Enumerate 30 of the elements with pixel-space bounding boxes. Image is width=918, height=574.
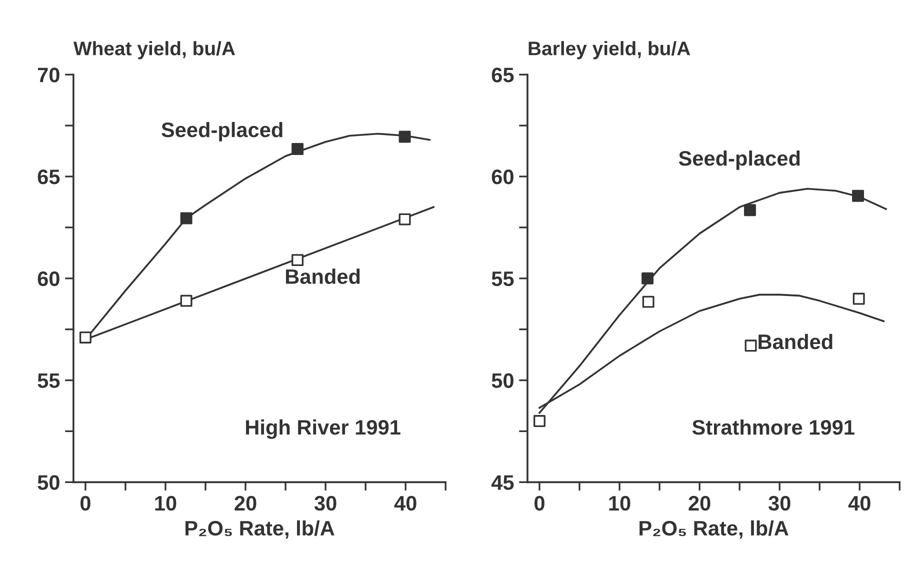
- x-tick-label: 20: [688, 496, 710, 511]
- x-tick-label: 0: [80, 496, 90, 511]
- x-tick-label: 10: [155, 496, 176, 511]
- series-label: Seed-placed: [162, 122, 282, 142]
- x-tick-label: 0: [534, 496, 544, 511]
- y-tick-label: 65: [492, 68, 514, 82]
- y-tick-label: 60: [38, 271, 60, 286]
- x-tick-label: 40: [394, 496, 416, 511]
- text: Seed-placed: [678, 150, 800, 170]
- x-tick-label: 30: [768, 496, 790, 511]
- series-label: Banded: [286, 268, 360, 284]
- y-tick-label: 55: [38, 373, 60, 388]
- x-tick-label: 40: [848, 496, 870, 511]
- y-tick-label: 55: [492, 272, 514, 286]
- x-tick-label: 30: [314, 496, 336, 511]
- y-tick-label: 50: [38, 475, 60, 490]
- y-tick-label: 50: [492, 373, 514, 388]
- y-tick-label: 70: [38, 68, 60, 82]
- chart-title: Wheat yield, bu/A: [73, 41, 235, 60]
- series-label: Banded: [758, 334, 832, 350]
- y-tick-label: 60: [492, 170, 514, 184]
- x-tick-label: 20: [234, 496, 256, 511]
- annotation: Strathmore 1991: [692, 419, 854, 435]
- x-axis-title: P₂O₅ Rate, lb/A: [640, 520, 788, 539]
- annotation: High River 1991: [246, 419, 400, 439]
- chart-title: Barley yield, bu/A: [528, 41, 690, 60]
- x-tick-label: 10: [609, 496, 630, 511]
- y-tick-label: 65: [38, 170, 60, 184]
- x-axis-title: P₂O₅ Rate, lb/A: [186, 520, 334, 539]
- y-tick-label: 45: [491, 475, 514, 490]
